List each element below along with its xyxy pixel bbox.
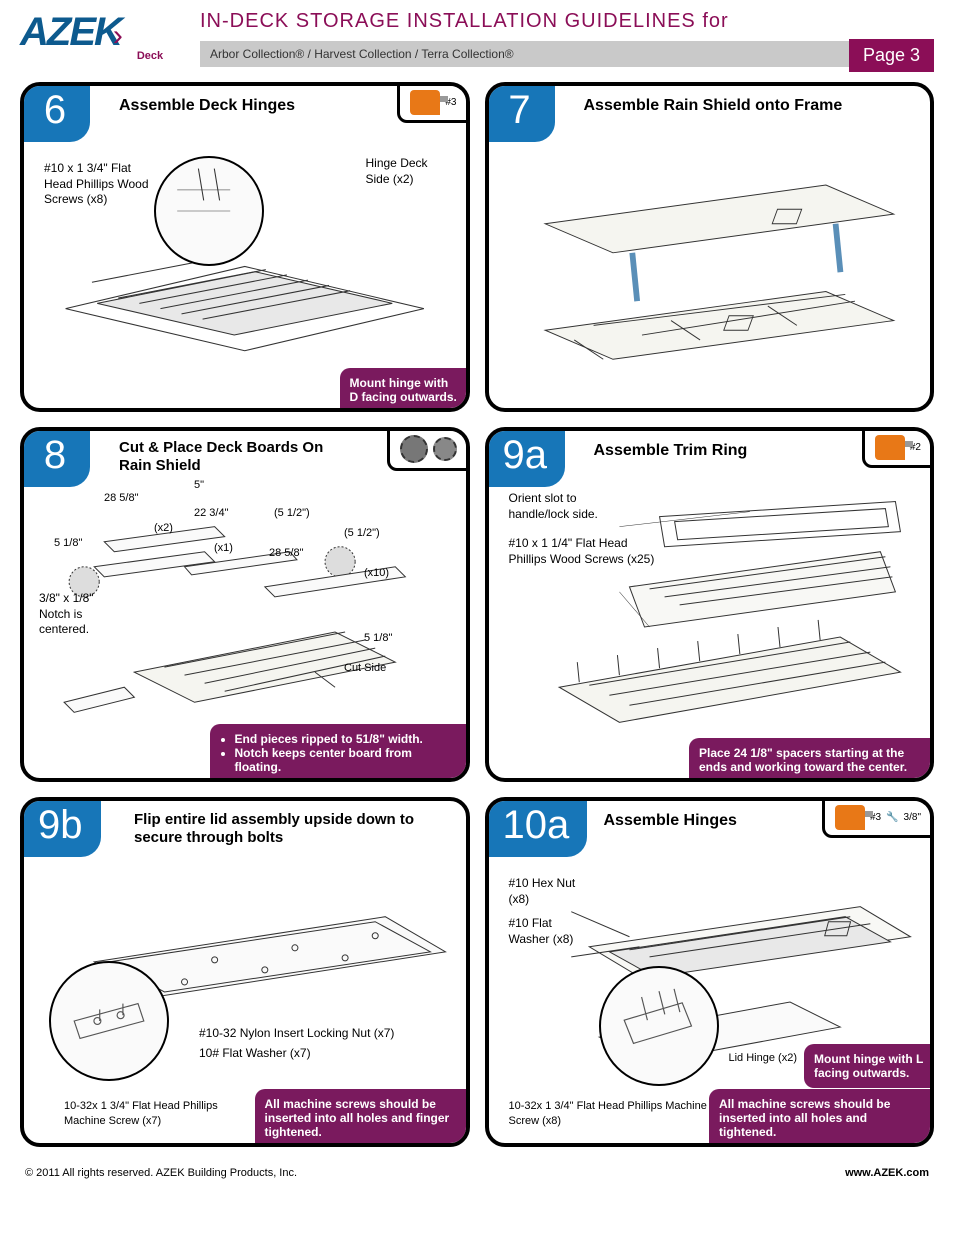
step-number: 7 [485,82,555,142]
note-line-1: End pieces ripped to 51/8" width. [235,732,460,746]
drill-icon [875,435,905,460]
step-6-panel: 6 Assemble Deck Hinges #3 #10 x 1 3/4" F… [20,82,470,412]
note-box: Mount hinge with D facing outwards. [340,368,470,412]
notch-label: 3/8" x 1/8" Notch is centered. [39,591,119,638]
step-number: 10a [485,797,588,857]
lidhinge-label: Lid Hinge (x2) [729,1051,797,1065]
drill-icon [410,90,440,115]
steps-grid: 6 Assemble Deck Hinges #3 #10 x 1 3/4" F… [0,67,954,1162]
step-title: Assemble Hinges [604,811,737,830]
brand-name: AZEK [20,10,121,54]
detail-circle [154,156,264,266]
step-9b-panel: 9b Flip entire lid assembly upside down … [20,797,470,1147]
tool-box: #3 [397,82,469,123]
blade-icon [433,437,457,461]
dim-d2: (5 1/2") [344,526,380,540]
step-title: Flip entire lid assembly upside down to … [134,811,424,847]
header: AZEK› Deck IN-DECK STORAGE INSTALLATION … [0,0,954,67]
detail-circle [599,966,719,1086]
note-box-small: Mount hinge with L facing outwards. [804,1044,934,1088]
collections-bar: Arbor Collection® / Harvest Collection /… [200,41,934,67]
screws-label: #10 x 1 1/4" Flat Head Phillips Wood Scr… [509,536,659,567]
step-10a-panel: 10a Assemble Hinges #3 🔧 3/8" #10 Hex Nu… [485,797,935,1147]
tool-box [387,427,470,471]
collections-text: Arbor Collection® / Harvest Collection /… [210,47,514,61]
step-title: Assemble Rain Shield onto Frame [584,96,843,115]
detail-circle [49,961,169,1081]
dim-j: 5 1/8" [364,631,392,645]
trim-ring-diagram [499,486,921,768]
drill-icon [835,805,865,830]
note-box: End pieces ripped to 51/8" width. Notch … [210,724,470,782]
doc-title: IN-DECK STORAGE INSTALLATION GUIDELINES … [200,10,934,33]
step-9a-panel: 9a Assemble Trim Ring #2 Orient slot to … [485,427,935,782]
cut-side-label: Cut Side [344,661,386,675]
dim-e: 5 1/8" [54,536,82,550]
dim-h: 28 5/8" [269,546,304,560]
diagram-area: #10 x 1 3/4" Flat Head Phillips Wood Scr… [34,156,456,398]
screw-label: 10-32x 1 3/4" Flat Head Phillips Machine… [509,1099,719,1128]
step-title: Cut & Place Deck Boards On Rain Shield [119,439,339,475]
page-badge: Page 3 [849,39,934,72]
saw-icon [400,435,428,463]
wrench-icon: 🔧 [886,812,898,823]
orient-label: Orient slot to handle/lock side. [509,491,629,522]
step-number: 9a [485,427,566,487]
footer: © 2011 All rights reserved. AZEK Buildin… [0,1162,954,1194]
dim-b: 5" [194,478,204,492]
website-url: www.AZEK.com [845,1167,929,1179]
step-number: 8 [20,427,90,487]
step-title: Assemble Deck Hinges [119,96,295,115]
dim-i: (x10) [364,566,389,580]
step-title: Assemble Trim Ring [594,441,748,460]
dim-c: 22 3/4" [194,506,229,520]
step-number: 6 [20,82,90,142]
hinge-label: Hinge Deck Side (x2) [366,156,446,187]
dim-f: (x2) [154,521,173,535]
dim-g: (x1) [214,541,233,555]
nut-label: #10-32 Nylon Insert Locking Nut (x7) [199,1026,394,1042]
diagram-area: Orient slot to handle/lock side. #10 x 1… [499,486,921,768]
copyright: © 2011 All rights reserved. AZEK Buildin… [25,1167,297,1179]
screws-label: #10 x 1 3/4" Flat Head Phillips Wood Scr… [44,161,154,208]
tool-box: #3 🔧 3/8" [822,797,934,838]
note-box: All machine screws should be inserted in… [255,1089,470,1147]
dim-a: 28 5/8" [104,491,139,505]
hexnut-label: #10 Hex Nut (x8) [509,876,579,907]
step-number: 9b [20,797,101,857]
diagram-area [499,156,921,398]
washer-label: 10# Flat Washer (x7) [199,1046,311,1062]
washer-label: #10 Flat Washer (x8) [509,916,589,947]
dim-d: (5 1/2") [274,506,310,520]
rain-shield-diagram [499,156,921,398]
note-line-2: Notch keeps center board from floating. [235,746,460,774]
note-box: All machine screws should be inserted in… [709,1089,934,1147]
logo-arrow-icon: › [113,19,123,53]
brand-logo: AZEK› Deck [20,10,190,80]
screw-label: 10-32x 1 3/4" Flat Head Phillips Machine… [64,1099,254,1128]
step-8-panel: 8 Cut & Place Deck Boards On Rain Shield… [20,427,470,782]
wrench-size: 3/8" [904,812,921,823]
note-box: Place 24 1/8" spacers starting at the en… [689,738,934,782]
tool-box: #2 [862,427,934,468]
step-7-panel: 7 Assemble Rain Shield onto Frame [485,82,935,412]
